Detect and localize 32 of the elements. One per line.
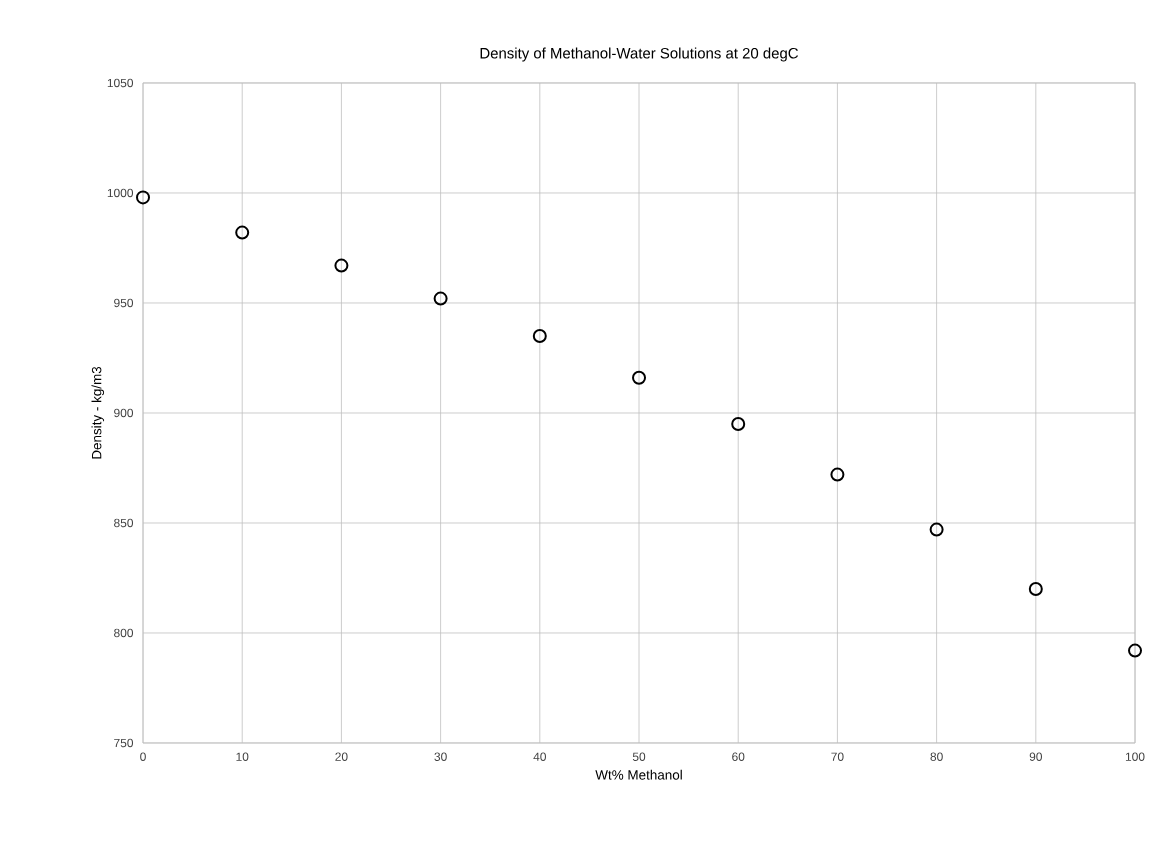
y-tick-label: 800 — [114, 628, 134, 638]
point — [929, 522, 944, 537]
point — [433, 291, 448, 306]
point — [334, 258, 349, 273]
x-tick-label: 20 — [335, 752, 348, 761]
x-axis-title: Wt% Methanol — [595, 769, 682, 780]
point — [1028, 581, 1043, 596]
x-tick-label: 90 — [1029, 752, 1042, 761]
point — [136, 190, 151, 205]
point — [532, 328, 547, 343]
x-tick-label: 60 — [732, 752, 745, 761]
point — [731, 416, 746, 431]
y-tick-label: 750 — [114, 738, 134, 748]
point — [632, 370, 647, 385]
x-tick-label: 80 — [930, 752, 943, 761]
x-tick-label: 50 — [632, 752, 646, 761]
y-tick-label: 850 — [114, 518, 134, 528]
point — [830, 467, 845, 482]
y-tick-label: 1000 — [107, 188, 134, 198]
chart-title: Density of Methanol-Water Solutions at 20 degC — [480, 47, 798, 62]
y-tick-label: 1050 — [107, 78, 134, 88]
x-tick-label: 100 — [1125, 752, 1145, 761]
x-tick-label: 70 — [831, 752, 844, 761]
y-tick-label: 950 — [114, 298, 134, 308]
x-tick-label: 10 — [236, 752, 249, 761]
point — [235, 225, 250, 240]
y-tick-label: 900 — [114, 408, 134, 418]
point — [1128, 643, 1143, 658]
x-tick-label: 30 — [434, 752, 447, 761]
x-tick-label: 0 — [140, 752, 146, 761]
y-axis-title: Density - kg/m3 — [91, 366, 105, 459]
x-tick-label: 40 — [533, 752, 546, 761]
